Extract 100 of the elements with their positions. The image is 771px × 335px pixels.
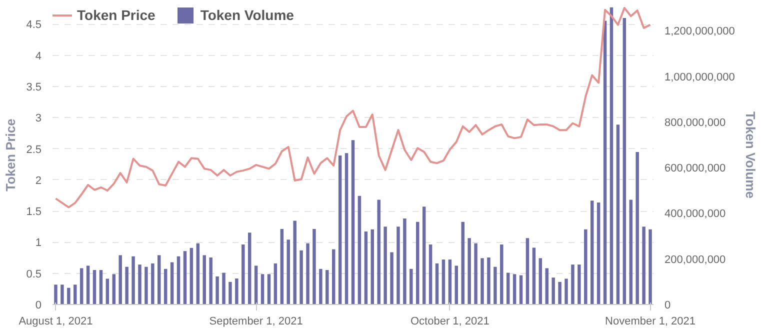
bar xyxy=(106,278,110,304)
bar xyxy=(183,251,187,304)
bar xyxy=(286,240,290,304)
bar xyxy=(80,268,84,304)
bar xyxy=(158,255,161,304)
bar xyxy=(596,202,600,304)
bar xyxy=(571,264,574,304)
y2-axis-title: Token Volume xyxy=(742,112,758,198)
y2-tick-label: 800,000,000 xyxy=(664,116,726,129)
bar xyxy=(235,278,238,304)
bar xyxy=(410,268,413,304)
bar xyxy=(390,252,394,304)
y-tick-label: 2.5 xyxy=(26,144,42,156)
bar xyxy=(248,232,252,304)
bar xyxy=(384,226,387,304)
bar xyxy=(603,20,607,304)
y2-tick-label: 1,200,000,000 xyxy=(664,26,735,38)
bar xyxy=(60,284,64,304)
bar xyxy=(461,222,464,304)
bar xyxy=(254,266,258,304)
bar xyxy=(616,124,620,304)
bar xyxy=(300,250,303,304)
bar xyxy=(138,264,142,304)
bar xyxy=(480,258,484,304)
bar xyxy=(222,272,226,304)
y2-tick-label: 400,000,000 xyxy=(664,208,726,220)
bar xyxy=(494,266,497,304)
bar xyxy=(468,238,471,304)
bar xyxy=(280,228,284,304)
bar xyxy=(622,18,626,304)
bar xyxy=(358,196,362,304)
bar xyxy=(216,276,219,304)
bar xyxy=(636,152,639,304)
bar xyxy=(610,7,614,304)
bar xyxy=(552,278,555,304)
bar xyxy=(319,268,322,304)
y-tick-label: 1 xyxy=(35,237,42,250)
bar xyxy=(306,243,310,304)
bar xyxy=(370,229,374,304)
x-tick-label: August 1, 2021 xyxy=(18,316,93,328)
bar xyxy=(416,222,420,304)
bar xyxy=(132,256,135,304)
y2-tick-label: 1,000,000,000 xyxy=(664,71,735,84)
line-series xyxy=(54,6,652,208)
bar xyxy=(112,274,116,304)
bar xyxy=(578,264,581,304)
bar xyxy=(558,282,562,304)
bar xyxy=(144,266,148,304)
bar xyxy=(228,282,232,304)
bar xyxy=(99,270,103,304)
x-tick-label: September 1, 2021 xyxy=(209,316,303,328)
bar xyxy=(396,226,400,304)
bar xyxy=(590,200,594,304)
legend-label: Token Volume xyxy=(200,7,294,23)
bar xyxy=(442,260,446,304)
bar xyxy=(54,284,58,304)
bar xyxy=(86,266,90,304)
bar xyxy=(532,248,536,304)
bar xyxy=(312,228,316,304)
bar xyxy=(448,260,452,304)
bar xyxy=(526,238,530,304)
bar xyxy=(512,274,516,304)
bar xyxy=(545,268,548,304)
bar xyxy=(428,244,432,304)
bar xyxy=(202,255,206,304)
bar xyxy=(118,255,122,304)
bar xyxy=(164,268,168,304)
x-tick-label: November 1, 2021 xyxy=(605,316,696,328)
y-tick-label: 2 xyxy=(35,174,42,187)
y2-tick-label: 200,000,000 xyxy=(664,254,726,266)
y-tick-label: 4.5 xyxy=(26,19,42,32)
bar xyxy=(435,263,439,304)
bar xyxy=(151,263,154,304)
bar xyxy=(351,140,355,304)
bar xyxy=(629,200,632,304)
bar xyxy=(500,244,504,304)
bar xyxy=(338,155,342,304)
bar xyxy=(74,284,77,304)
bar xyxy=(332,249,336,304)
bar xyxy=(642,226,646,304)
bar xyxy=(176,256,180,304)
bar xyxy=(92,270,96,304)
bar xyxy=(196,243,200,304)
y-tick-label: 3.5 xyxy=(26,81,42,94)
bar xyxy=(377,200,380,304)
bar xyxy=(274,263,278,304)
bar xyxy=(209,257,212,304)
bar xyxy=(242,244,245,304)
y-tick-label: 0.5 xyxy=(26,268,42,280)
bar xyxy=(190,248,194,304)
bar xyxy=(67,288,70,304)
bar xyxy=(344,153,348,304)
bar xyxy=(326,270,329,304)
bar xyxy=(519,275,523,304)
y-tick-label: 4 xyxy=(35,50,42,62)
y-tick-label: 1.5 xyxy=(26,206,42,218)
y-axis-title: Token Price xyxy=(3,118,18,192)
bar xyxy=(260,274,264,304)
bar xyxy=(267,274,271,304)
y-tick-label: 0 xyxy=(35,300,42,312)
